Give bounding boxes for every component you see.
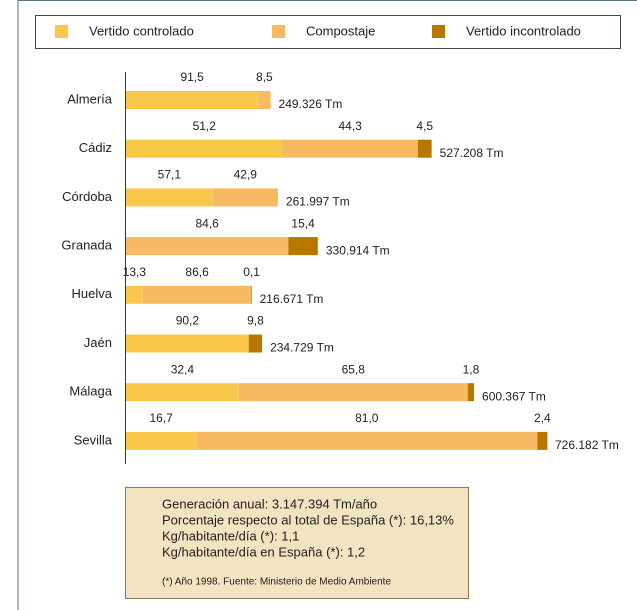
- value-label: 91,5: [180, 70, 204, 84]
- total-label: 330.914 Tm: [326, 243, 390, 257]
- value-label: 4,5: [416, 119, 433, 133]
- bar-segment: [212, 188, 278, 207]
- category-label: Cádiz: [79, 140, 112, 155]
- value-label: 90,2: [176, 314, 200, 328]
- bar-segment: [467, 383, 475, 402]
- category-label: Málaga: [69, 384, 112, 399]
- bar-segment: [258, 91, 271, 109]
- bar-segment: [126, 139, 283, 158]
- bar-segment: [126, 237, 289, 256]
- category-label: Huelva: [72, 286, 113, 301]
- legend-swatch: [272, 25, 285, 38]
- category-label: Sevilla: [74, 432, 113, 447]
- value-label: 86,6: [185, 265, 209, 279]
- bar-segment: [126, 91, 259, 109]
- bar-segment: [417, 139, 432, 158]
- value-label: 1,8: [463, 362, 480, 376]
- value-label: 44,3: [339, 119, 363, 133]
- total-label: 249.326 Tm: [279, 97, 343, 111]
- value-label: 57,1: [158, 168, 182, 182]
- total-label: 527.208 Tm: [440, 146, 504, 160]
- value-label: 81,0: [355, 411, 379, 425]
- category-label: Jaén: [84, 335, 112, 350]
- total-label: 216.671 Tm: [260, 292, 324, 306]
- bar-segment: [288, 237, 318, 256]
- value-label: 42,9: [234, 168, 258, 182]
- info-box: [125, 487, 469, 599]
- bar-segment: [251, 285, 252, 304]
- source-note: (*) Año 1998. Fuente: Ministerio de Medi…: [162, 577, 391, 588]
- info-line: Kg/habitante/día en España (*): 1,2: [162, 544, 365, 559]
- bar-segment: [142, 285, 252, 304]
- bar-segment: [248, 334, 263, 353]
- value-label: 65,8: [342, 362, 366, 376]
- bar-segment: [282, 139, 418, 158]
- value-label: 0,1: [243, 265, 260, 279]
- bar-segment: [238, 383, 468, 402]
- value-label: 84,6: [195, 216, 219, 230]
- legend-swatch: [432, 25, 445, 38]
- total-label: 600.367 Tm: [482, 389, 546, 403]
- bar-segment: [126, 285, 143, 304]
- info-line: Generación anual: 3.147.394 Tm/año: [162, 496, 377, 511]
- value-label: 8,5: [256, 70, 273, 84]
- bar-segment: [126, 188, 213, 207]
- legend-label: Compostaje: [306, 23, 375, 38]
- value-label: 16,7: [149, 411, 173, 425]
- bar-segment: [126, 334, 249, 353]
- legend-swatch: [55, 25, 68, 38]
- category-label: Granada: [61, 238, 112, 253]
- legend-label: Vertido controlado: [89, 23, 194, 38]
- value-label: 9,8: [247, 314, 264, 328]
- legend-label: Vertido incontrolado: [466, 23, 581, 38]
- value-label: 13,3: [123, 265, 147, 279]
- category-label: Almería: [67, 91, 113, 106]
- value-label: 51,2: [193, 119, 217, 133]
- bar-segment: [537, 431, 548, 450]
- total-label: 726.182 Tm: [555, 438, 619, 452]
- category-label: Córdoba: [62, 189, 113, 204]
- value-label: 15,4: [291, 216, 315, 230]
- bar-segment: [126, 431, 197, 450]
- value-label: 2,4: [534, 411, 551, 425]
- value-label: 32,4: [171, 362, 195, 376]
- total-label: 261.997 Tm: [286, 195, 350, 209]
- bar-segment: [126, 383, 239, 402]
- bar-segment: [196, 431, 538, 450]
- info-line: Kg/habitante/día (*): 1,1: [162, 528, 299, 543]
- legend-box: [35, 15, 621, 49]
- info-line: Porcentaje respecto al total de España (…: [162, 512, 454, 527]
- total-label: 234.729 Tm: [270, 341, 334, 355]
